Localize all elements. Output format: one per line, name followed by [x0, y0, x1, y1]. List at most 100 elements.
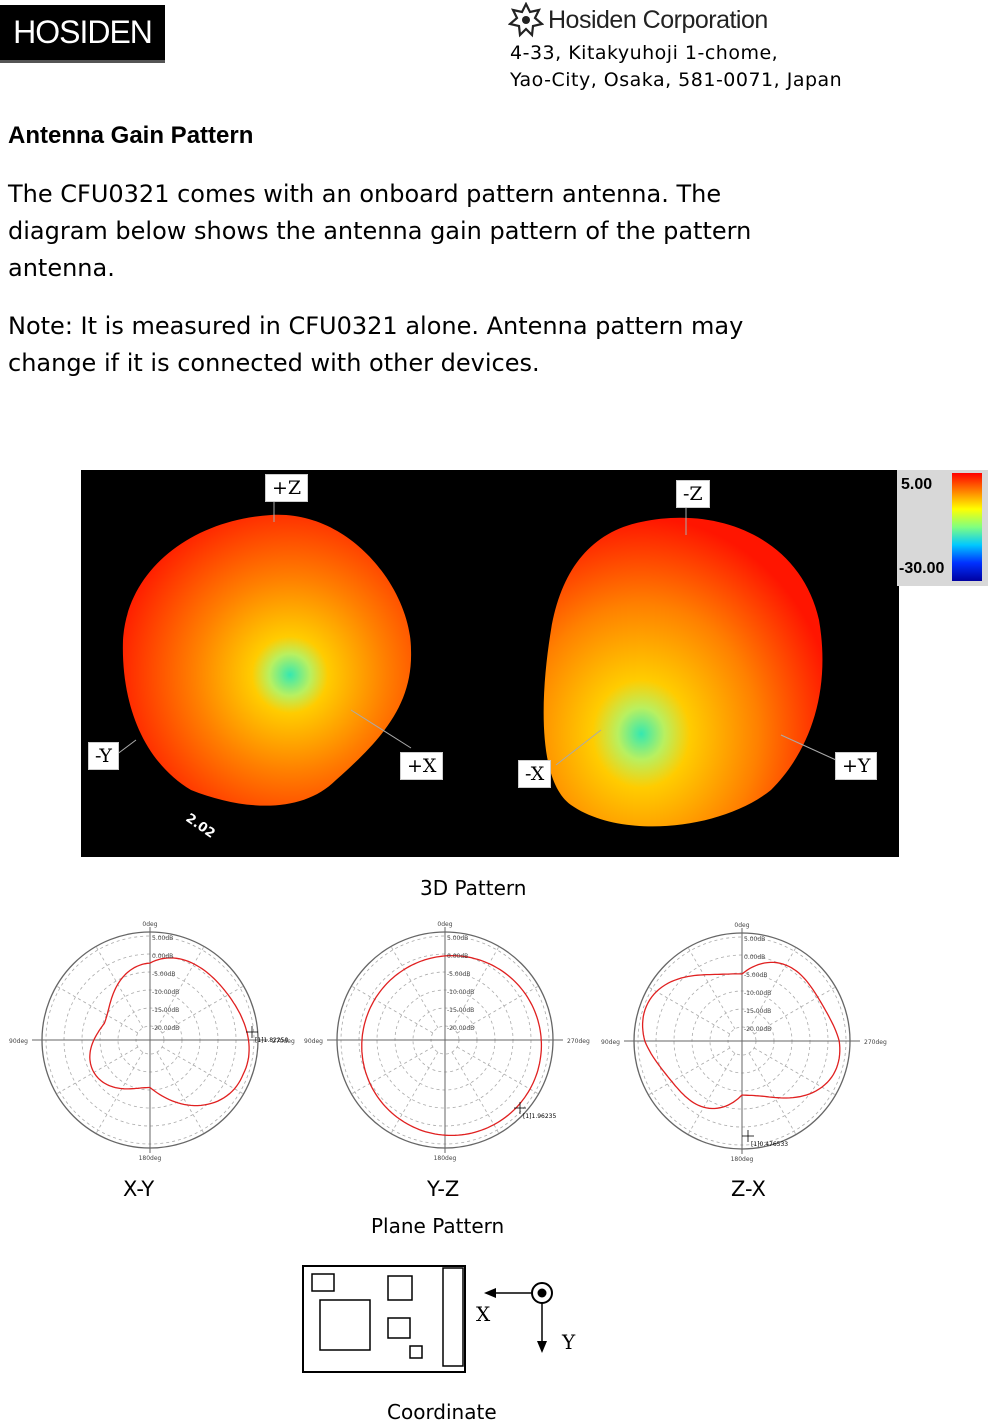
polar-spoke [390, 946, 439, 1029]
ring-label: -15.00dB [152, 1007, 179, 1014]
coordinate-diagram [302, 1265, 553, 1373]
polar-spoke [687, 1052, 736, 1135]
gain-trace [89, 957, 250, 1107]
pattern-3d-image: 2.02 [81, 470, 899, 857]
label-minus-x: -X [518, 760, 552, 788]
polar-spoke [753, 986, 836, 1035]
scale-max-label: 5.00 [901, 476, 933, 493]
marker-label: [1]1.82250 [255, 1037, 288, 1044]
polar-spoke [456, 1046, 539, 1095]
marker-label: [1]1.96235 [523, 1113, 556, 1120]
polar-spoke [351, 1046, 434, 1095]
ring-label: -5.00dB [447, 971, 470, 978]
company-name: Hosiden Corporation [548, 6, 768, 34]
polar-spoke [687, 947, 736, 1030]
x-axis-label: X [476, 1302, 491, 1326]
angle-label-top: 0deg [142, 921, 157, 928]
label-plus-z: +Z [265, 474, 309, 502]
ring-label: 0.00dB [152, 953, 173, 960]
gain-trace [641, 961, 841, 1110]
polar-spoke [95, 1051, 144, 1134]
antenna-area [442, 1267, 464, 1367]
y-axis-label: Y [562, 1330, 576, 1354]
ring-label: -10.00dB [744, 990, 771, 997]
polar-spoke [95, 946, 144, 1029]
ring-label: -20.00dB [152, 1025, 179, 1032]
ring-label: -10.00dB [152, 989, 179, 996]
angle-label-right: 270deg [567, 1038, 590, 1045]
polar-spoke [748, 947, 797, 1030]
angle-label-left: 90deg [601, 1039, 620, 1046]
pattern-3d-caption: 3D Pattern [420, 876, 527, 900]
polar-spoke [56, 985, 139, 1034]
ring-label: 0.00dB [744, 954, 765, 961]
polar-plot-2: 5.00dB 0.00dB -5.00dB -10.00dB -15.00dB -20.0… [304, 921, 590, 1162]
ring-label: 5.00dB [447, 935, 468, 942]
polar-plot-1: 5.00dB 0.00dB -5.00dB -10.00dB -15.00dB -20.0… [9, 921, 295, 1162]
component [409, 1345, 423, 1359]
coordinate-caption: Coordinate [387, 1400, 497, 1424]
polar-spoke [648, 986, 731, 1035]
polar-spoke [390, 1051, 439, 1134]
paragraph-1-line-1: The CFU0321 comes with an onboard patter… [8, 180, 722, 208]
ring-label: 0.00dB [447, 953, 468, 960]
polar-spoke [748, 1052, 797, 1135]
paragraph-2-line-1: Note: It is measured in CFU0321 alone. A… [8, 312, 744, 340]
polar-spoke [161, 985, 244, 1034]
paragraph-2-line-2: change if it is connected with other dev… [8, 349, 540, 377]
plot-label-xy: X-Y [123, 1177, 155, 1201]
paragraph-1-line-2: diagram below shows the antenna gain pat… [8, 217, 752, 245]
right-gain-blob [543, 517, 823, 827]
angle-label-bottom: 180deg [731, 1156, 754, 1163]
marker-label: [1]0.476533 [751, 1141, 788, 1148]
color-scale-bar [952, 473, 982, 581]
angle-label-top: 0deg [734, 922, 749, 929]
y-axis-arrowhead-icon [537, 1341, 547, 1353]
paragraph-1-line-3: antenna. [8, 254, 115, 282]
z-axis-dot [537, 1288, 547, 1298]
angle-label-top: 0deg [437, 921, 452, 928]
plot-label-yz: Y-Z [427, 1177, 460, 1201]
angle-label-right: 270deg [272, 1038, 295, 1045]
ring-label: -15.00dB [744, 1008, 771, 1015]
scale-min-label: -30.00 [899, 560, 945, 577]
component [387, 1275, 413, 1301]
polar-plot-3: 5.00dB 0.00dB -5.00dB -10.00dB -15.00dB -20.0… [601, 922, 887, 1163]
label-plus-x: +X [400, 752, 444, 780]
plot-label-zx: Z-X [731, 1177, 766, 1201]
ring-label: 5.00dB [152, 935, 173, 942]
label-plus-y: +Y [835, 752, 878, 780]
logo-text: HOSIDEN [13, 14, 153, 50]
ring-label: -5.00dB [744, 972, 767, 979]
ring-label: -20.00dB [447, 1025, 474, 1032]
angle-label-right: 270deg [864, 1039, 887, 1046]
angle-label-left: 90deg [9, 1038, 28, 1045]
component [387, 1317, 411, 1339]
ring-label: -20.00dB [744, 1026, 771, 1033]
polar-spoke [451, 946, 500, 1029]
plane-pattern-plots: 5.00dB 0.00dB -5.00dB -10.00dB -15.00dB -20.0… [9, 921, 887, 1163]
ring-label: -15.00dB [447, 1007, 474, 1014]
ring-label: 5.00dB [744, 936, 765, 943]
address-line-2: Yao-City, Osaka, 581-0071, Japan [510, 69, 843, 91]
plane-pattern-caption: Plane Pattern [371, 1214, 505, 1238]
polar-spoke [156, 1051, 205, 1134]
leader-line [555, 729, 602, 766]
leader-line [350, 709, 412, 749]
leader-line [780, 734, 837, 761]
left-gain-blob [122, 514, 412, 806]
ring-label: -5.00dB [152, 971, 175, 978]
x-axis-arrowhead-icon [484, 1288, 496, 1298]
component [319, 1299, 371, 1351]
hosiden-emblem-icon [508, 2, 544, 38]
label-minus-y: -Y [88, 742, 119, 770]
component [311, 1273, 335, 1292]
label-minus-z: -Z [676, 480, 710, 508]
polar-spoke [351, 985, 434, 1034]
angle-label-bottom: 180deg [139, 1155, 162, 1162]
hosiden-logo: HOSIDEN [0, 5, 165, 63]
polar-spoke [161, 1046, 244, 1095]
polar-spoke [648, 1047, 731, 1096]
section-title: Antenna Gain Pattern [8, 122, 254, 149]
polar-spoke [56, 1046, 139, 1095]
